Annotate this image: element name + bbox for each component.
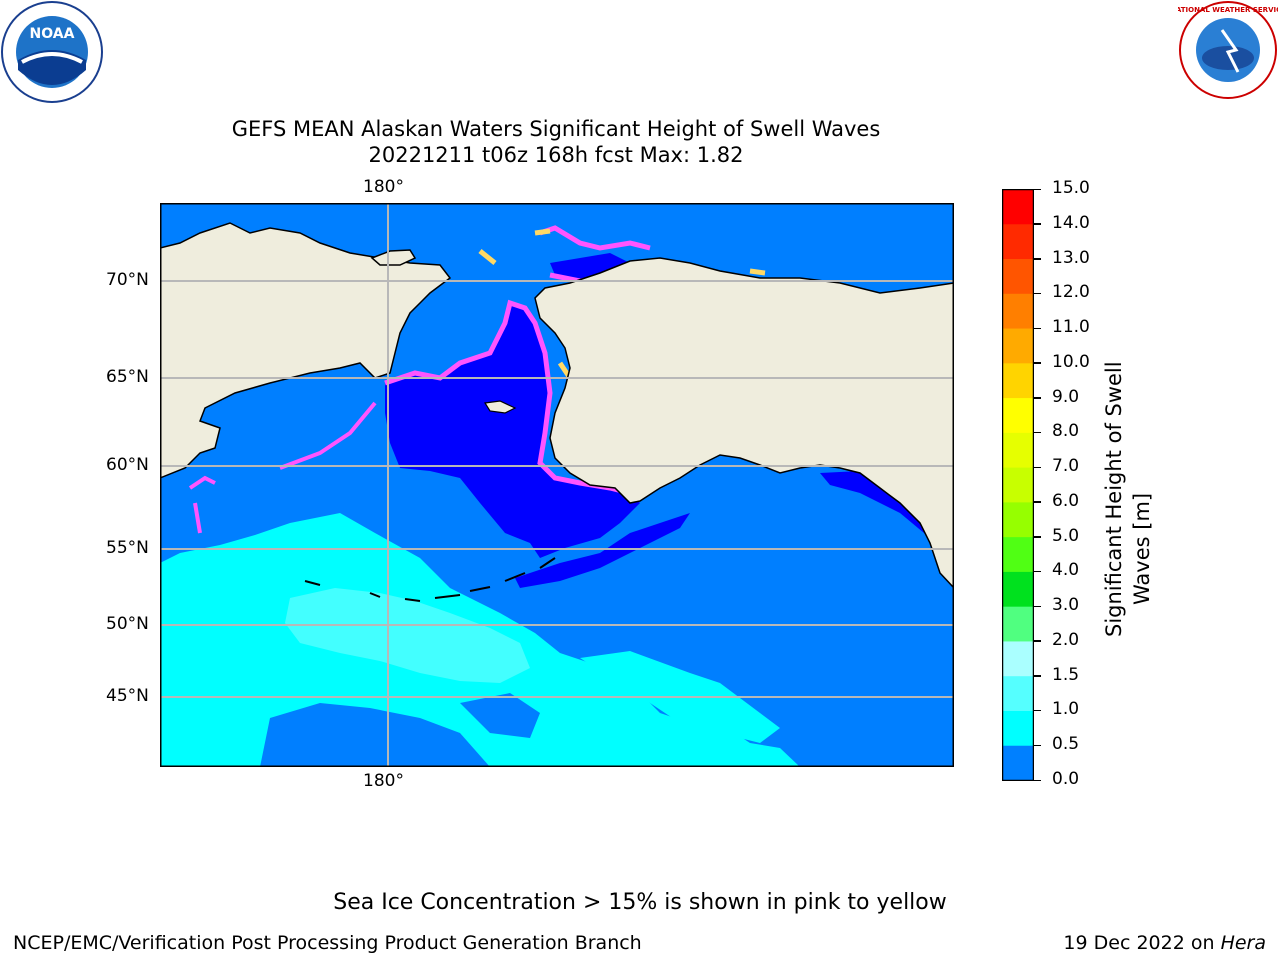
map-grid [160,203,954,767]
colorbar-tick-label: 6.0 [1052,490,1080,511]
colorbar-bin [1002,676,1034,712]
colorbar-tick-label: 8.0 [1052,421,1080,442]
colorbar-tick-label: 7.0 [1052,456,1080,477]
colorbar-tick-mark [1034,397,1041,399]
ocean-deep-bering [385,303,640,558]
colorbar-bin [1002,189,1034,225]
lat-label-65: 65°N [106,367,149,387]
colorbar-bin [1002,710,1034,747]
lon-label-bottom: 180° [363,771,404,791]
colorbar-bin [1002,224,1034,260]
sea-ice-edge-yellow [478,228,766,404]
sea-ice-edge-west [188,401,377,534]
date-text: 19 Dec 2022 on Hera [1063,932,1266,954]
lat-label-45: 45°N [106,686,149,706]
colorbar-tick-label: 0.5 [1052,734,1080,755]
lat-label-55: 55°N [106,538,149,558]
colorbar-bin [1002,537,1034,573]
date-value: 19 Dec 2022 on [1063,932,1215,954]
colorbar-bin [1002,641,1034,677]
noaa-logo-text: NOAA [30,26,75,42]
colorbar-bin [1002,259,1034,295]
lat-label-70: 70°N [106,270,149,290]
colorbar-bin [1002,398,1034,434]
colorbar-tick-label: 12.0 [1052,282,1090,303]
lon-label-top: 180° [363,177,404,197]
nws-logo-text: NATIONAL WEATHER SERVICE [1178,6,1278,14]
colorbar-tick-mark [1034,362,1041,364]
colorbar-tick-mark [1034,466,1041,469]
map-frame [160,203,954,767]
colorbar [1002,189,1034,781]
colorbar-tick-mark [1034,327,1041,330]
chart-subtitle: 20221211 t06z 168h fcst Max: 1.82 [368,143,744,167]
colorbar-tick-label: 13.0 [1052,247,1090,268]
colorbar-tick-label: 0.0 [1052,769,1080,789]
colorbar-label-line1: Significant Height of Swell [1102,361,1126,637]
colorbar-bin [1002,502,1034,538]
colorbar-tick-mark [1034,431,1041,434]
colorbar-tick-mark [1034,292,1041,295]
colorbar-tick-label: 15.0 [1052,178,1090,198]
chart-title: GEFS MEAN Alaskan Waters Significant Hei… [231,117,881,141]
colorbar-label: Significant Height of Swell Waves [m] [1102,361,1154,637]
lat-label-50: 50°N [106,614,149,634]
colorbar-tick-mark [1034,640,1041,642]
colorbar-tick-label: 9.0 [1052,386,1080,407]
noaa-logo: NOAA [1,1,103,103]
host-name: Hera [1220,932,1266,954]
ocean-mid-patch [260,703,490,767]
colorbar-tick-label: 10.0 [1052,351,1090,372]
colorbar-bin [1002,293,1034,330]
colorbar-tick-mark [1034,223,1041,225]
colorbar-tick-mark [1034,570,1041,573]
colorbar-tick-mark [1034,188,1041,190]
ocean-deep-strip [515,513,690,588]
colorbar-bin [1002,571,1034,608]
credit-text: NCEP/EMC/Verification Post Processing Pr… [13,932,642,954]
map-panel [160,203,954,767]
nws-logo: NATIONAL WEATHER SERVICE [1178,1,1278,99]
lat-label-60: 60°N [106,455,149,475]
colorbar-tick-label: 2.0 [1052,629,1080,650]
land-st-lawrence-island [483,400,517,414]
land-wrangel-island [370,249,417,266]
sea-ice-note: Sea Ice Concentration > 15% is shown in … [333,890,947,915]
colorbar-tick-label: 3.0 [1052,595,1080,616]
colorbar-bin [1002,328,1034,364]
colorbar-tick-mark [1034,605,1041,608]
colorbar-tick-label: 5.0 [1052,525,1080,546]
colorbar-tick-mark [1034,536,1041,538]
colorbar-tick-label: 1.0 [1052,699,1080,720]
colorbar-tick-mark [1034,709,1041,712]
colorbar-bin [1002,606,1034,642]
colorbar-label-line2: Waves [m] [1130,493,1154,605]
colorbar-tick-mark [1034,744,1041,747]
colorbar-tick-mark [1034,675,1041,677]
land-russia [160,203,452,479]
land-aleutian-islands [304,557,556,602]
colorbar-tick-label: 11.0 [1052,317,1090,338]
colorbar-tick-label: 1.5 [1052,664,1080,685]
colorbar-tick-mark [1034,258,1041,260]
colorbar-bin [1002,745,1034,781]
colorbar-tick-label: 14.0 [1052,212,1090,233]
ocean-mid-patch-2 [460,693,540,738]
colorbar-tick-label: 4.0 [1052,560,1080,581]
colorbar-bin [1002,363,1034,399]
colorbar-bin [1002,467,1034,503]
ocean-lightcyan-patch [285,588,530,683]
colorbar-tick-mark [1034,501,1041,503]
colorbar-tick-mark [1034,779,1041,781]
colorbar-bin [1002,432,1034,469]
sea-ice-edge [384,299,631,496]
